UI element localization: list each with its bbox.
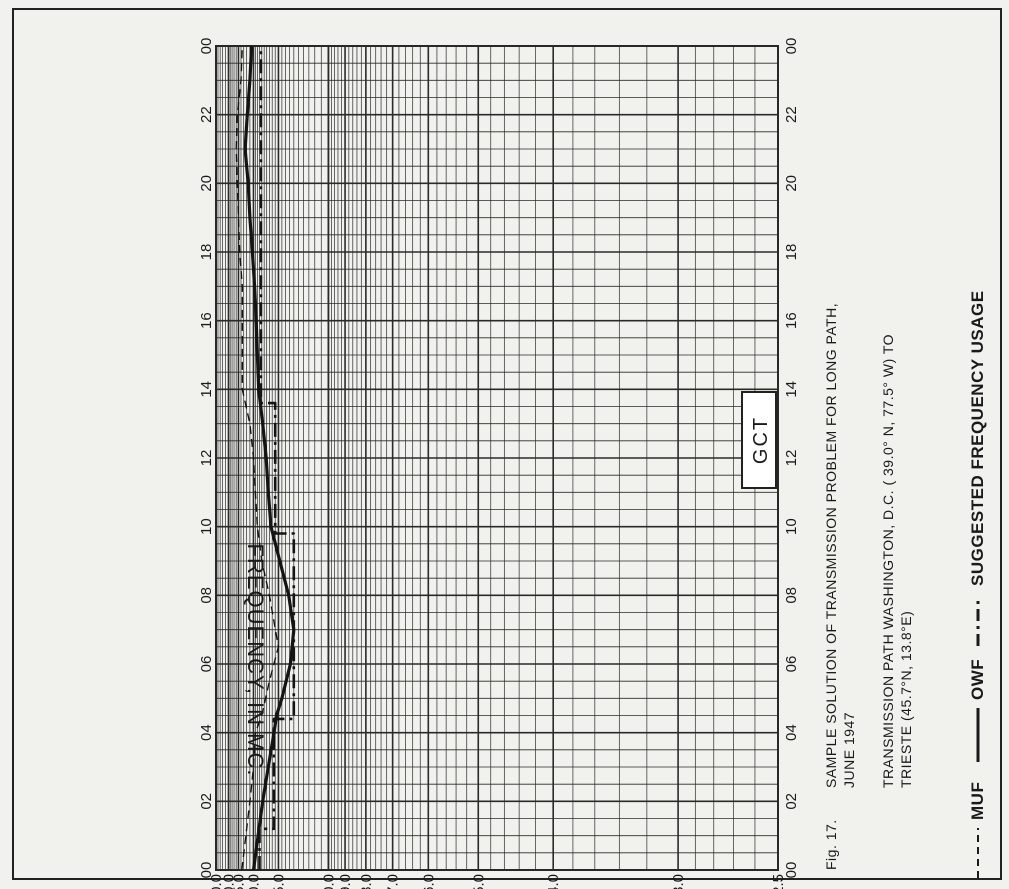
x-tick-label-left: 04 (198, 724, 215, 741)
x-tick-label-right: 18 (783, 244, 800, 261)
x-tick-label-left: 16 (198, 312, 215, 329)
x-tick-label-right: 10 (783, 518, 800, 535)
y-tick-labels: 2.5 3.0 4.0 5.0 6.0 7.0 8.0 9.010.0 15.0 20.025.0… (208, 874, 787, 889)
y-tick-label: 40.0 (208, 874, 225, 889)
x-tick-label-right: 14 (783, 381, 800, 398)
series-owf (243, 45, 296, 871)
gct-box: GCT (741, 391, 777, 489)
y-tick-label: 6.0 (420, 874, 437, 889)
x-tick-label-left: 12 (198, 450, 215, 467)
y-tick-label: 8.0 (358, 874, 375, 889)
series-muf (235, 45, 280, 871)
grid (215, 45, 779, 871)
x-tick-label-left: 00 (198, 862, 215, 879)
y-tick-label: 4.0 (545, 874, 562, 889)
y-tick-label: 9.0 (337, 874, 354, 889)
y-tick-label: 10.0 (320, 874, 337, 889)
y-tick-label: 5.0 (470, 874, 487, 889)
x-tick-label-left: 20 (198, 175, 215, 192)
legend-owf-label: OWF (968, 659, 987, 700)
legend-sfu-label: SUGGESTED FREQUENCY USAGE (968, 290, 987, 586)
x-tick-label-right: 16 (783, 312, 800, 329)
x-tick-label-left: 18 (198, 244, 215, 261)
y-tick-label: 15.0 (270, 874, 287, 889)
x-tick-label-left: 02 (198, 793, 215, 810)
x-tick-label-left: 22 (198, 106, 215, 123)
x-tick-label-left: 06 (198, 656, 215, 673)
caption-line-3: TRANSMISSION PATH WASHINGTON, D.C. ( 39.… (880, 334, 896, 788)
x-tick-label-right: 22 (783, 106, 800, 123)
x-tick-label-right: 02 (783, 793, 800, 810)
x-tick-label-right: 12 (783, 450, 800, 467)
series (235, 45, 296, 871)
x-tick-label-right: 00 (783, 38, 800, 55)
figure-label: Fig. 17. (823, 819, 839, 870)
x-tick-labels-left: 00 02 04 06 08 10 12 14 16 18 20 22 00 (198, 38, 215, 879)
gct-label: GCT (750, 416, 772, 464)
x-tick-label-right: 06 (783, 656, 800, 673)
caption-line-4: TRIESTE (45.7°N, 13.8°E) (898, 611, 914, 788)
x-tick-label-right: 20 (783, 175, 800, 192)
y-tick-label: 30.0 (220, 874, 237, 889)
legend-muf-label: MUF (968, 782, 987, 820)
legend: MUF OWF SUGGESTED FREQUENCY USAGE (968, 290, 987, 878)
y-tick-label: 2.5 (770, 874, 787, 889)
y-tick-label: 7.0 (385, 874, 402, 889)
x-tick-label-left: 14 (198, 381, 215, 398)
y-tick-label: 25.0 (230, 874, 247, 889)
caption: Fig. 17. SAMPLE SOLUTION OF TRANSMISSION… (823, 303, 914, 870)
x-tick-label-right: 00 (783, 862, 800, 879)
figure-border (12, 8, 1002, 880)
y-axis-label: FREQUENCY, IN MC. (243, 544, 268, 777)
series-suggested-frequency-usage (258, 46, 296, 870)
x-tick-label-right: 04 (783, 724, 800, 741)
x-tick-label-right: 08 (783, 587, 800, 604)
y-tick-label: 20.0 (245, 874, 262, 889)
x-tick-labels-right: 00 02 04 06 08 10 12 14 16 18 20 22 00 (783, 38, 800, 879)
caption-line-1: SAMPLE SOLUTION OF TRANSMISSION PROBLEM … (823, 303, 839, 788)
x-tick-label-left: 00 (198, 38, 215, 55)
caption-line-2: JUNE 1947 (841, 712, 857, 788)
y-tick-label: 3.0 (670, 874, 687, 889)
x-tick-label-left: 10 (198, 518, 215, 535)
x-tick-label-left: 08 (198, 587, 215, 604)
